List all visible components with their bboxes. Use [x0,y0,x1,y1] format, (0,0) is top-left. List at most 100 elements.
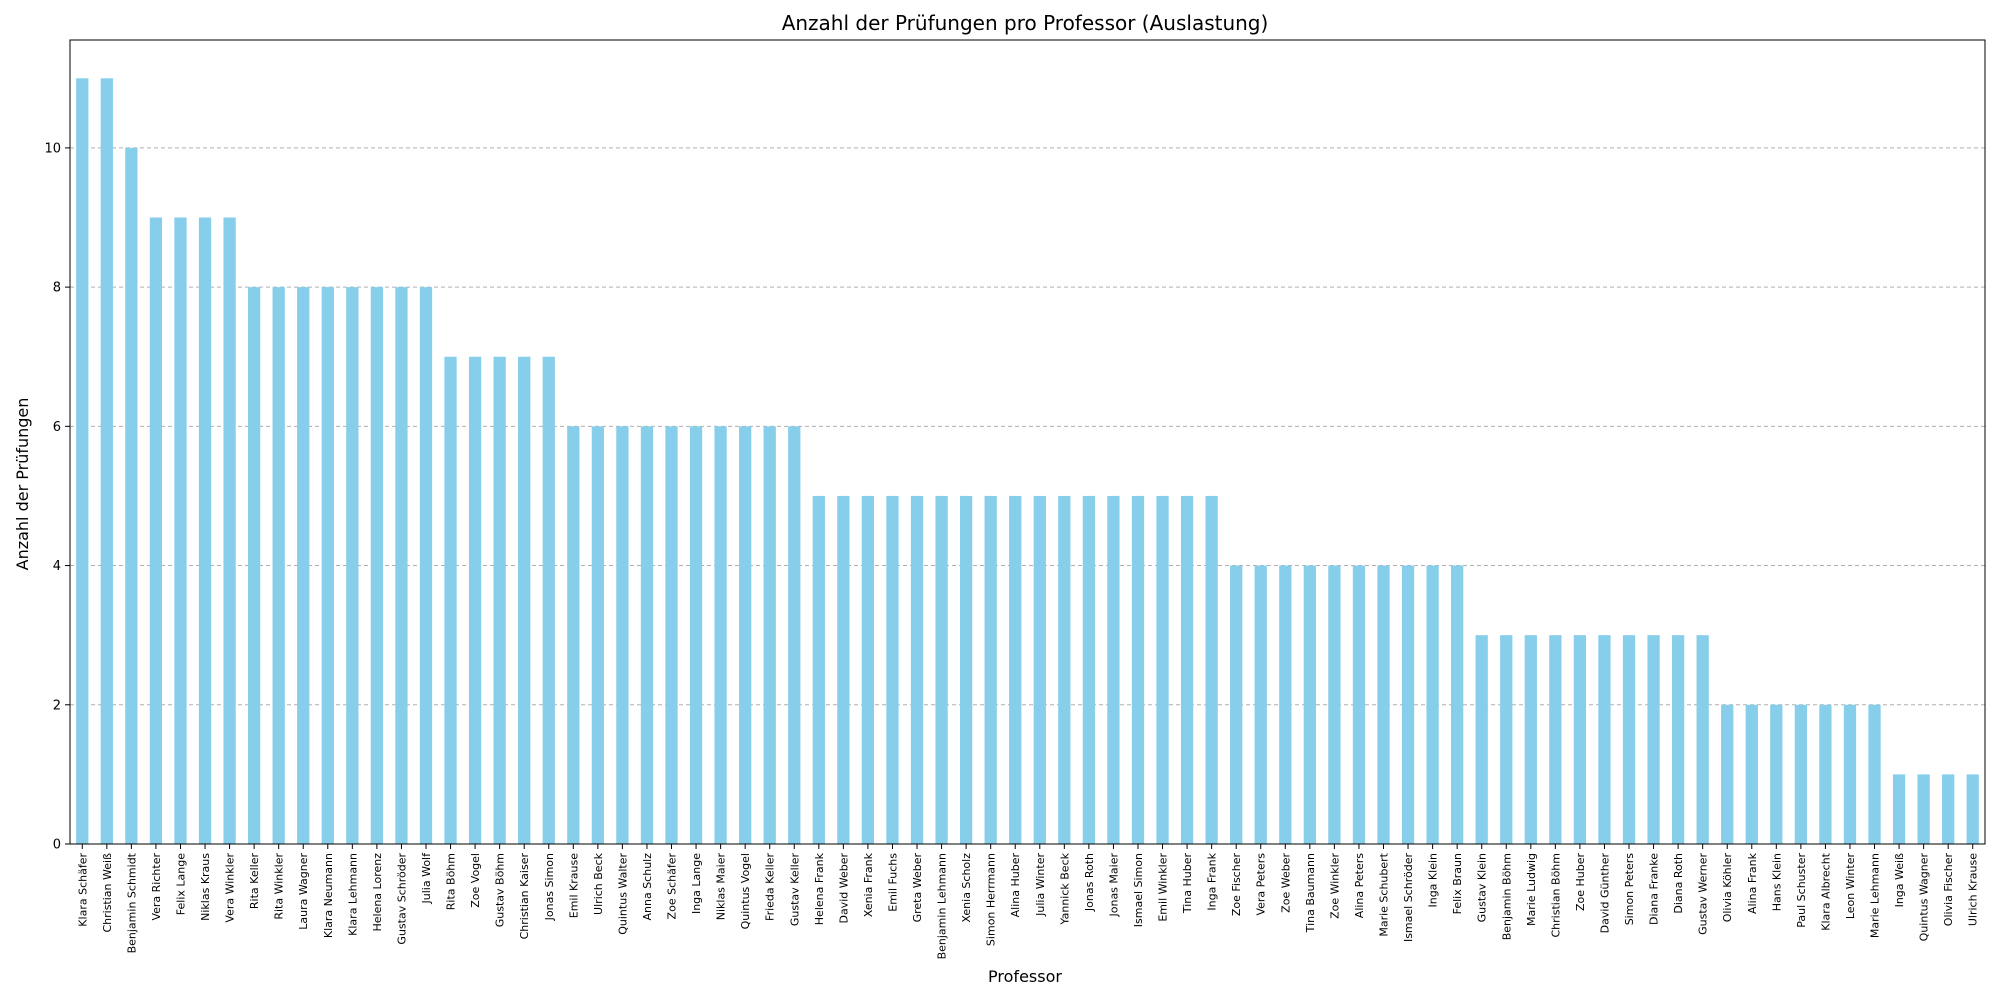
bar [1107,495,1120,844]
x-tick-label: Quintus Walter [616,853,629,935]
x-tick-label: Xenia Frank [862,852,875,917]
bar [444,356,457,844]
bar [763,426,776,844]
x-tick-label: Tina Huber [1181,853,1194,915]
bar [1671,635,1685,844]
y-tick-label: 0 [53,838,61,853]
bar [1156,495,1169,844]
bar [1328,565,1341,844]
bar [1451,565,1464,844]
bar [984,495,997,844]
bar [1033,495,1046,844]
x-tick-label: Christian Kaiser [518,853,531,940]
x-tick-label: Paul Schuster [1795,853,1808,928]
bar [1279,565,1292,844]
x-tick-label: Alina Huber [1009,853,1022,918]
bar [1696,635,1709,844]
x-tick-label: Inga Lange [690,853,703,914]
x-tick-label: Ismael Schröder [1402,853,1415,943]
bar [1647,635,1660,844]
bar [689,426,703,844]
bar [1230,565,1243,844]
y-tick-label: 8 [53,281,61,296]
bar [1794,704,1808,844]
bar [1205,495,1218,844]
bar [346,287,359,844]
x-tick-label: Laura Wagner [297,853,310,930]
bar [861,495,875,844]
x-tick-label: Zoe Winkler [1328,853,1341,919]
x-tick-label: David Weber [837,853,850,924]
x-tick-label: Klara Albrecht [1819,852,1832,930]
plot-frame [69,39,1986,845]
bar [1917,774,1930,844]
bar [1549,635,1562,844]
x-tick-label: Anna Schulz [641,853,654,921]
x-tick-label: Quintus Vogel [739,853,752,929]
x-tick-label: Klara Neumann [322,853,335,938]
x-tick-label: Christian Böhm [1549,853,1562,938]
bar [739,426,752,844]
x-tick-label: Jonas Maier [1107,853,1120,918]
x-tick-label: Klara Schäfer [76,853,89,927]
bar [149,217,163,845]
bar [1868,704,1881,844]
bar [223,217,236,845]
bar [198,217,212,845]
x-tick-label: Niklas Maier [715,853,728,921]
x-tick-label: Zoe Weber [1279,853,1292,913]
y-axis-ticks: 0 2 4 6 8 10 [44,141,70,853]
bar [1598,635,1611,844]
x-tick-label: Vera Richter [150,853,163,921]
x-tick-label: Vera Winkler [224,853,237,923]
bar [1892,774,1906,844]
x-tick-label: Ulrich Krause [1967,853,1980,926]
x-tick-label: Zoe Huber [1574,853,1587,912]
x-tick-label: Zoe Fischer [1230,853,1243,917]
x-tick-label: Xenia Scholz [960,853,973,923]
bar [1401,565,1415,844]
x-tick-label: Benjamin Schmidt [125,852,138,953]
bar [1770,704,1783,844]
x-tick-label: Tina Baumann [1304,853,1317,933]
x-tick-label: Helena Lorenz [371,853,384,932]
x-tick-label: Gustav Keller [788,853,801,927]
x-tick-label: Ismael Simon [1132,853,1145,927]
x-tick-label: Helena Frank [813,852,826,925]
bar [468,356,482,844]
x-tick-label: Olivia Köhler [1721,853,1734,923]
x-tick-label: Simon Peters [1623,853,1636,926]
bars [76,78,1979,845]
x-tick-label: Jonas Roth [1083,853,1096,912]
x-tick-label: Quintus Wagner [1918,853,1931,942]
bar [76,78,89,845]
bar [1131,495,1145,844]
bar [837,495,850,844]
bar [493,356,506,844]
x-tick-label: Marie Lehmann [1869,853,1882,938]
bar [812,495,825,844]
x-tick-label: Simon Herrmann [985,853,998,946]
bar [1082,495,1096,844]
bar [1377,565,1390,844]
x-tick-label: Diana Roth [1672,853,1685,914]
bar [542,356,555,844]
x-tick-label: Hans Klein [1770,853,1783,911]
x-tick-label: Alina Frank [1746,852,1759,914]
bar [1966,774,1979,844]
bar [518,356,531,844]
bar [321,287,334,844]
x-tick-label: Olivia Fischer [1942,853,1955,927]
bar [1058,495,1071,844]
bar [886,495,899,844]
bar [910,495,924,844]
bar [370,287,384,844]
x-tick-label: Marie Ludwig [1525,853,1538,926]
x-axis-ticks: Klara Schäfer Christian Weiß Benjamin Schm… [76,844,1980,959]
bar [419,287,433,844]
bar [1352,565,1366,844]
bar [1180,495,1194,844]
x-tick-label: Rita Winkler [273,853,286,920]
x-tick-label: Benjamin Lehmann [936,853,949,959]
